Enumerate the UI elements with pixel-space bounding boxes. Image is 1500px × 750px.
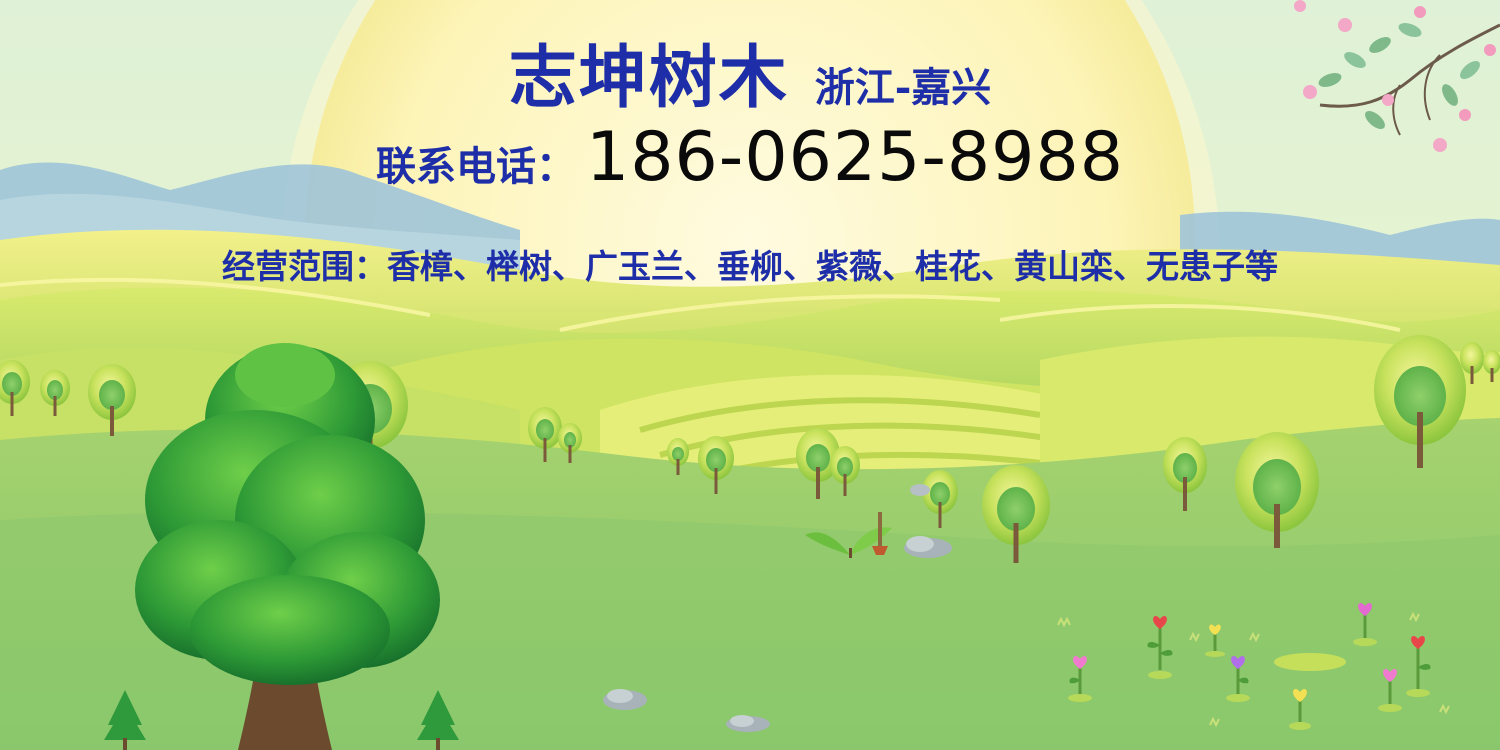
blossom-branch-icon	[1294, 0, 1500, 152]
business-scope: 经营范围：香樟、榉树、广玉兰、垂柳、紫薇、桂花、黄山栾、无患子等	[0, 240, 1500, 288]
flower-icon	[1068, 603, 1431, 730]
banner-text: 志坤树木 浙江-嘉兴 联系电话： 186-0625-8988 经营范围：香樟、榉树、…	[0, 0, 1500, 320]
sprout-icon	[805, 512, 892, 558]
brand-name: 志坤树木	[508, 38, 789, 118]
big-tree-icon	[135, 343, 440, 750]
phone-row: 联系电话： 186-0625-8988	[0, 118, 1500, 197]
grass-tuft-icon	[1057, 611, 1450, 728]
phone-number: 186-0625-8988	[586, 118, 1124, 197]
pine-tree-icon	[104, 690, 459, 750]
rock-icon	[603, 484, 952, 732]
business-scope-text: 经营范围：香樟、榉树、广玉兰、垂柳、紫薇、桂花、黄山栾、无患子等	[222, 247, 1278, 286]
title-row: 志坤树木 浙江-嘉兴	[0, 22, 1500, 121]
phone-label: 联系电话：	[376, 143, 576, 190]
location-label: 浙江-嘉兴	[814, 64, 992, 111]
